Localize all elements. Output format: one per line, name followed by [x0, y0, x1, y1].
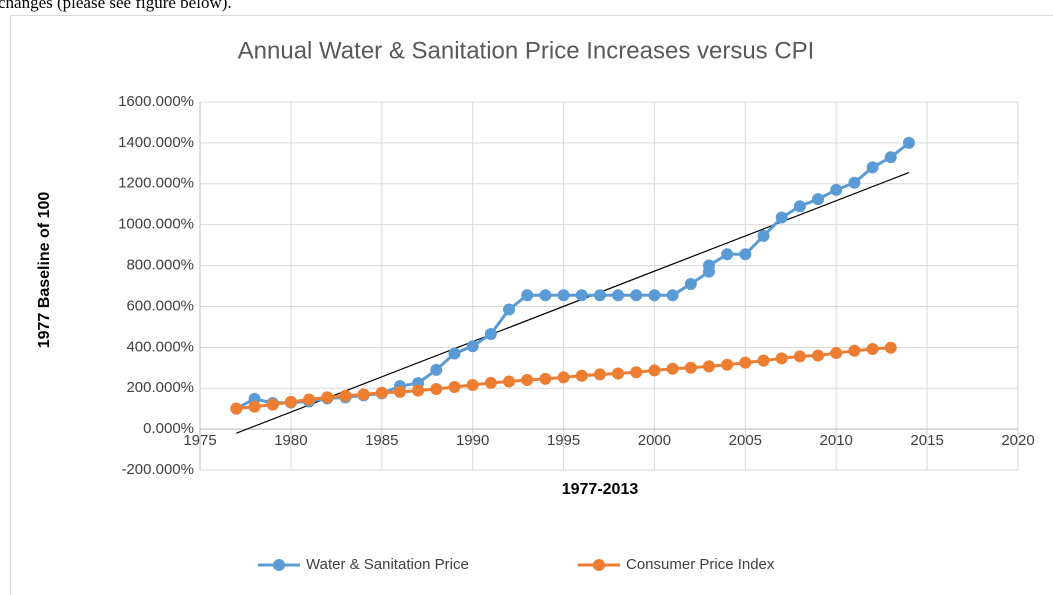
x-tick-label: 1985 — [365, 432, 398, 449]
point — [648, 364, 661, 377]
point — [666, 362, 679, 375]
point — [830, 183, 843, 196]
point — [884, 341, 897, 354]
x-tick-label: 2015 — [910, 432, 943, 449]
x-tick-label: 2005 — [729, 432, 762, 449]
y-tick-label: 1600.000% — [118, 93, 194, 110]
x-tick-label: 1980 — [274, 432, 307, 449]
page-text: changes (please see figure below). — [0, 0, 232, 12]
point — [702, 259, 715, 272]
point — [393, 385, 406, 398]
point — [684, 277, 697, 290]
y-tick-label: 1000.000% — [118, 216, 194, 233]
point — [248, 400, 261, 413]
point — [793, 350, 806, 363]
point — [630, 366, 643, 379]
legend-label: Consumer Price Index — [626, 556, 775, 573]
point — [848, 176, 861, 189]
point — [466, 340, 479, 353]
x-tick-label: 1990 — [456, 432, 489, 449]
point — [503, 303, 516, 316]
point — [448, 380, 461, 393]
point — [266, 398, 279, 411]
x-axis-title: 1977-2013 — [562, 481, 639, 498]
point — [539, 372, 552, 385]
point — [739, 248, 752, 261]
point — [793, 200, 806, 213]
point — [557, 289, 570, 302]
point — [702, 360, 715, 373]
point — [448, 347, 461, 360]
y-tick-label: 200.000% — [126, 379, 194, 396]
legend-marker — [593, 559, 605, 571]
point — [739, 356, 752, 369]
point — [430, 383, 443, 396]
point — [466, 378, 479, 391]
point — [575, 289, 588, 302]
point — [866, 161, 879, 174]
point — [757, 229, 770, 242]
point — [630, 289, 643, 302]
point — [612, 367, 625, 380]
y-tick-label: 1200.000% — [118, 175, 194, 192]
point — [612, 289, 625, 302]
point — [721, 358, 734, 371]
point — [521, 374, 534, 387]
point — [284, 395, 297, 408]
point — [557, 371, 570, 384]
y-tick-label: 1400.000% — [118, 134, 194, 151]
point — [339, 389, 352, 402]
point — [666, 289, 679, 302]
chart-border — [10, 15, 1053, 595]
legend-label: Water & Sanitation Price — [306, 556, 469, 573]
point — [902, 136, 915, 149]
chart-title: Annual Water & Sanitation Price Increase… — [238, 37, 815, 64]
point — [848, 344, 861, 357]
point — [775, 352, 788, 365]
trendline — [236, 171, 910, 434]
point — [412, 384, 425, 397]
point — [775, 211, 788, 224]
point — [230, 402, 243, 415]
point — [884, 151, 897, 164]
point — [375, 386, 388, 399]
y-tick-label: -200.000% — [121, 461, 194, 478]
point — [303, 393, 316, 406]
point — [812, 193, 825, 206]
point — [484, 376, 497, 389]
legend-marker — [273, 559, 285, 571]
point — [830, 347, 843, 360]
x-tick-label: 1995 — [547, 432, 580, 449]
x-tick-label: 2000 — [638, 432, 671, 449]
point — [593, 289, 606, 302]
point — [575, 369, 588, 382]
point — [593, 368, 606, 381]
point — [757, 354, 770, 367]
point — [866, 342, 879, 355]
point — [484, 328, 497, 341]
y-tick-label: 600.000% — [126, 297, 194, 314]
point — [539, 289, 552, 302]
x-tick-label: 2010 — [820, 432, 853, 449]
y-axis-title: 1977 Baseline of 100 — [36, 192, 53, 349]
point — [721, 248, 734, 261]
x-tick-label: 2020 — [1001, 432, 1034, 449]
point — [521, 289, 534, 302]
y-tick-label: 0.000% — [143, 420, 194, 437]
y-tick-label: 400.000% — [126, 338, 194, 355]
point — [357, 388, 370, 401]
point — [503, 375, 516, 388]
point — [648, 289, 661, 302]
point — [812, 349, 825, 362]
y-tick-label: 800.000% — [126, 257, 194, 274]
point — [684, 361, 697, 374]
point — [430, 363, 443, 376]
point — [321, 391, 334, 404]
